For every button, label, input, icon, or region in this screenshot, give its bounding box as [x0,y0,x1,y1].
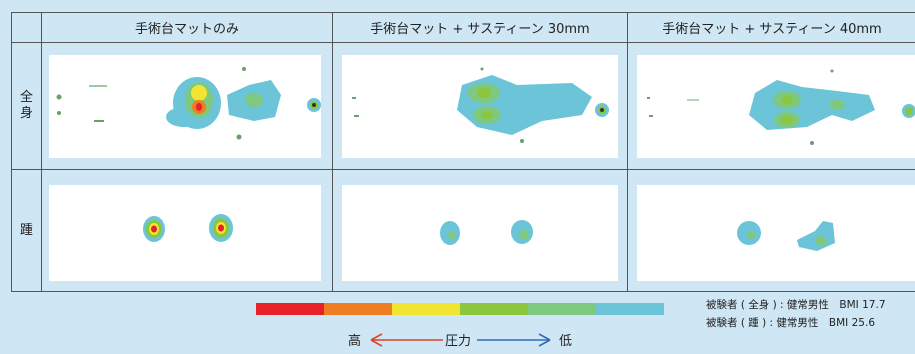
row-header-heel: 踵 [12,170,41,292]
pressure-map-heel-mat-only [49,185,321,281]
scale-yellow [392,303,460,315]
table-divider [627,13,628,291]
table-divider [12,169,915,170]
pressure-color-scale [256,303,664,315]
pressure-map-heel-40mm [637,185,915,281]
low-label: 低 [559,334,572,349]
pressure-map-whole-body-mat-only [49,55,321,158]
subject-note-whole-body: 被験者 ( 全身 ) : 健常男性 BMI 17.7 [706,299,886,311]
high-label: 高 [348,333,361,349]
pressure-map-whole-body-40mm [637,55,915,158]
scale-light-green [528,303,596,315]
left-arrow-icon [370,333,383,347]
row-header-heel-label: 踵 [19,223,33,238]
scale-cyan [596,303,664,315]
pressure-map-heel-30mm [342,185,618,281]
table-divider [12,42,915,43]
scale-orange [324,303,392,315]
pressure-map-table: 手術台マットのみ 手術台マット + サスティーン 30mm 手術台マット + サ… [11,12,915,292]
column-header-mat-only: 手術台マットのみ [134,22,239,37]
right-arrow-icon [538,333,551,347]
row-header-whole-body-label: 全身 [19,90,33,121]
subject-note-heel: 被験者 ( 踵 ) : 健常男性 BMI 25.6 [706,317,875,329]
scale-red [256,303,324,315]
table-divider [41,13,42,291]
pressure-label: 圧力 [445,334,471,349]
pressure-map-whole-body-30mm [342,55,618,158]
pressure-arrow-legend: 高 圧力 低 [345,330,595,350]
column-header-30mm: 手術台マット + サスティーン 30mm [370,22,590,37]
column-header-40mm: 手術台マット + サスティーン 40mm [662,22,882,37]
row-header-whole-body: 全身 [12,43,41,169]
scale-green [460,303,528,315]
table-divider [332,13,333,291]
